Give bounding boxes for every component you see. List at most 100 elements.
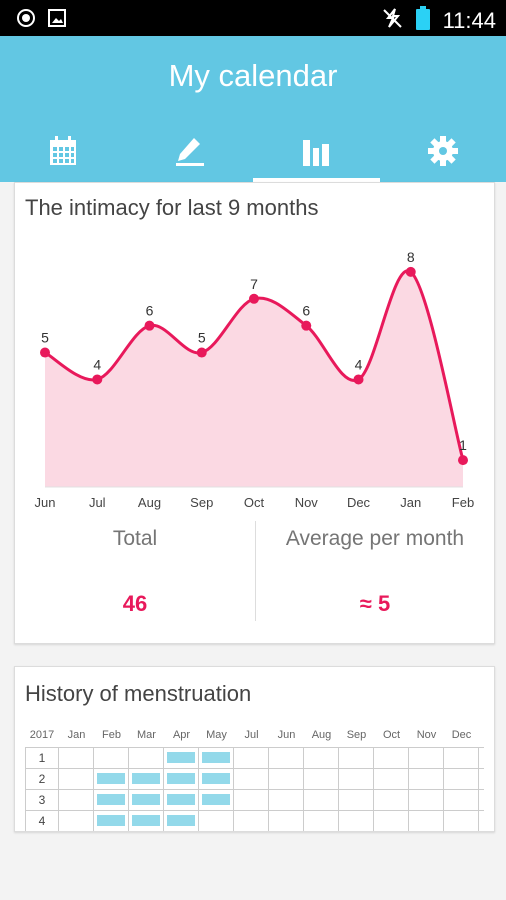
record-icon bbox=[16, 8, 36, 33]
battery-icon bbox=[415, 5, 431, 36]
history-cell[interactable] bbox=[129, 811, 164, 831]
tab-notes[interactable] bbox=[127, 124, 254, 182]
history-cell[interactable] bbox=[129, 790, 164, 810]
menstruation-bar bbox=[202, 752, 230, 763]
total-value: 46 bbox=[122, 591, 148, 616]
total-stat: Total 46 bbox=[15, 521, 255, 617]
history-cell[interactable] bbox=[444, 790, 479, 810]
chart-point bbox=[92, 374, 103, 385]
history-cell[interactable] bbox=[59, 790, 94, 810]
history-cell[interactable] bbox=[409, 748, 444, 768]
history-cell[interactable] bbox=[199, 790, 234, 810]
calendar-icon bbox=[49, 135, 77, 171]
history-cell[interactable] bbox=[374, 748, 409, 768]
menstruation-bar bbox=[132, 815, 160, 826]
history-cell[interactable] bbox=[374, 811, 409, 831]
history-cell[interactable] bbox=[234, 811, 269, 831]
history-cell[interactable] bbox=[129, 748, 164, 768]
history-month-label: May bbox=[206, 729, 227, 741]
chart-x-tick-label: Jun bbox=[35, 495, 56, 510]
chart-data-label: 8 bbox=[407, 249, 415, 265]
history-cell[interactable] bbox=[444, 769, 479, 789]
history-cell[interactable] bbox=[409, 811, 444, 831]
history-cell[interactable] bbox=[199, 811, 234, 831]
chart-x-tick-label: Jul bbox=[89, 495, 106, 510]
history-cell[interactable] bbox=[164, 769, 199, 789]
tab-statistics[interactable] bbox=[253, 124, 380, 182]
chart-x-tick-label: Oct bbox=[244, 495, 265, 510]
history-cell[interactable] bbox=[164, 748, 199, 768]
history-cell[interactable] bbox=[94, 790, 129, 810]
signal-off-icon bbox=[381, 7, 403, 34]
menstruation-bar bbox=[132, 794, 160, 805]
chart-point bbox=[405, 266, 416, 277]
chart-point bbox=[301, 320, 312, 331]
history-cell[interactable] bbox=[94, 748, 129, 768]
history-cell[interactable] bbox=[304, 790, 339, 810]
history-cell[interactable] bbox=[409, 790, 444, 810]
history-cell[interactable] bbox=[339, 769, 374, 789]
status-bar: 11:44 bbox=[0, 0, 506, 36]
history-cell[interactable] bbox=[374, 769, 409, 789]
history-cell[interactable] bbox=[199, 748, 234, 768]
intimacy-card: The intimacy for last 9 months 5 Jun 4 Jul 6… bbox=[14, 182, 495, 644]
history-cell[interactable] bbox=[269, 748, 304, 768]
history-cell[interactable] bbox=[59, 811, 94, 831]
menstruation-bar bbox=[97, 815, 125, 826]
history-month-label: Apr bbox=[172, 729, 191, 741]
menstruation-bar bbox=[167, 815, 195, 826]
history-cell[interactable] bbox=[59, 769, 94, 789]
tab-settings[interactable] bbox=[380, 124, 506, 182]
history-card: History of menstruation 2017 Jan Feb Mar Ap… bbox=[14, 666, 495, 832]
app-bar: My calendar bbox=[0, 36, 506, 182]
history-cell[interactable] bbox=[94, 769, 129, 789]
history-cell[interactable] bbox=[339, 811, 374, 831]
history-month-label: Jul bbox=[244, 729, 259, 741]
menstruation-bar bbox=[97, 773, 125, 784]
history-cell[interactable] bbox=[234, 790, 269, 810]
history-cell[interactable] bbox=[409, 769, 444, 789]
history-cell[interactable] bbox=[59, 748, 94, 768]
chart-point bbox=[249, 293, 259, 304]
history-cell[interactable] bbox=[444, 748, 479, 768]
menstruation-bar bbox=[167, 773, 195, 784]
history-cell[interactable] bbox=[234, 769, 269, 789]
average-stat: Average per month ≈ 5 bbox=[255, 521, 495, 617]
history-cell[interactable] bbox=[339, 790, 374, 810]
history-row-label: 2 bbox=[25, 769, 59, 789]
history-cell[interactable] bbox=[269, 811, 304, 831]
history-month-label: Sep bbox=[346, 729, 367, 741]
history-month-label: Oct bbox=[382, 729, 401, 741]
history-cell[interactable] bbox=[269, 769, 304, 789]
menstruation-bar bbox=[202, 773, 230, 784]
history-cell[interactable] bbox=[374, 790, 409, 810]
history-cell[interactable] bbox=[164, 790, 199, 810]
history-cell[interactable] bbox=[304, 769, 339, 789]
history-cell[interactable] bbox=[164, 811, 199, 831]
history-cell[interactable] bbox=[304, 811, 339, 831]
chart-x-tick-label: Jan bbox=[400, 495, 421, 510]
menstruation-bar bbox=[97, 794, 125, 805]
stats-divider bbox=[255, 521, 256, 621]
history-cell[interactable] bbox=[444, 811, 479, 831]
history-cell[interactable] bbox=[129, 769, 164, 789]
chart-x-tick-label: Dec bbox=[347, 495, 371, 510]
history-cell[interactable] bbox=[269, 790, 304, 810]
chart-data-label: 5 bbox=[198, 330, 206, 346]
image-icon bbox=[48, 9, 66, 32]
tab-calendar[interactable] bbox=[0, 124, 127, 182]
chart-data-label: 6 bbox=[302, 303, 310, 319]
chart-data-label: 6 bbox=[146, 303, 154, 319]
history-month-label: Aug bbox=[311, 729, 332, 741]
history-cell[interactable] bbox=[94, 811, 129, 831]
menstruation-bar bbox=[167, 794, 195, 805]
intimacy-chart: 5 Jun 4 Jul 6 Aug 5 Sep 7 Oct 6 Nov 4 Dec 8 Jan 1 Feb bbox=[35, 249, 475, 510]
total-label: Total bbox=[112, 527, 158, 550]
history-cell[interactable] bbox=[234, 748, 269, 768]
history-cell[interactable] bbox=[304, 748, 339, 768]
chart-x-tick-label: Nov bbox=[295, 495, 319, 510]
history-month-label: Dec bbox=[451, 729, 472, 741]
history-cell[interactable] bbox=[199, 769, 234, 789]
history-cell[interactable] bbox=[339, 748, 374, 768]
